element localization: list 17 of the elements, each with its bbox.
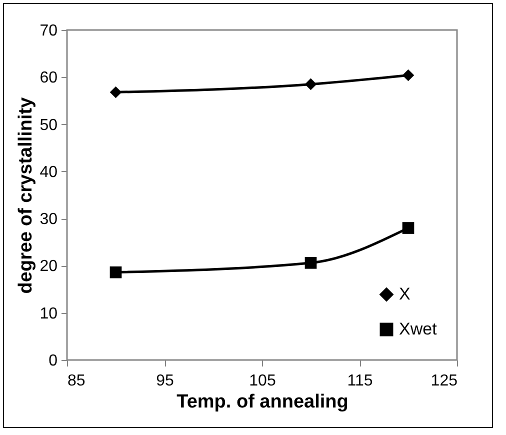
y-tick-label: 0	[48, 352, 58, 370]
y-tick-label: 10	[40, 305, 58, 322]
x-axis-title: Temp. of annealing	[176, 392, 348, 412]
y-axis-title: degree of crystallinity	[16, 96, 37, 294]
x-tick-label: 125	[430, 372, 458, 390]
legend-label: Xwet	[399, 320, 438, 338]
x-tick-label: 95	[156, 372, 174, 390]
y-tick-label: 70	[40, 22, 58, 40]
x-tick-label: 115	[347, 372, 373, 390]
x-tick-label: 105	[249, 372, 276, 390]
y-tick-label: 40	[40, 164, 58, 181]
y-tick-label: 60	[40, 70, 58, 87]
y-tick-label: 20	[40, 258, 58, 276]
legend-label: X	[399, 284, 410, 304]
y-tick-label: 50	[40, 116, 58, 134]
x-tick-label: 85	[68, 372, 86, 390]
y-tick-label: 30	[40, 211, 58, 228]
